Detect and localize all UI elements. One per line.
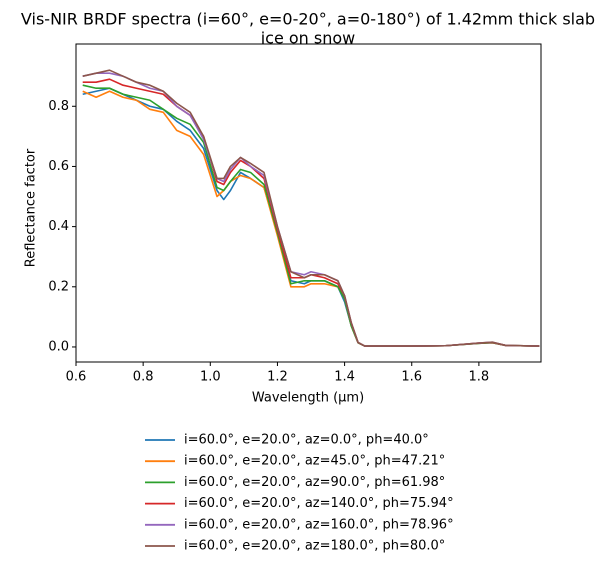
- data-line: [82, 87, 540, 347]
- data-line: [82, 84, 540, 347]
- y-axis-label: Reflectance factor: [24, 148, 39, 267]
- chart-title: ice on snow: [261, 29, 356, 48]
- x-tick-label: 1.4: [334, 370, 355, 385]
- y-tick-label: 0.2: [48, 279, 69, 294]
- legend-label: i=60.0°, e=20.0°, az=140.0°, ph=75.94°: [184, 496, 454, 511]
- x-tick-label: 1.0: [200, 370, 221, 385]
- y-tick-label: 0.4: [48, 219, 69, 234]
- legend-label: i=60.0°, e=20.0°, az=160.0°, ph=78.96°: [184, 517, 454, 532]
- plot-frame: [75, 43, 542, 363]
- legend-label: i=60.0°, e=20.0°, az=90.0°, ph=61.98°: [184, 475, 445, 490]
- x-axis-label: Wavelength (μm): [252, 391, 364, 406]
- data-line: [82, 90, 540, 347]
- y-tick-label: 0.0: [48, 339, 69, 354]
- data-line: [82, 78, 540, 347]
- data-line: [82, 69, 540, 347]
- y-tick-label: 0.6: [48, 159, 69, 174]
- x-tick-label: 0.8: [133, 370, 154, 385]
- legend-label: i=60.0°, e=20.0°, az=0.0°, ph=40.0°: [184, 433, 429, 448]
- x-tick-label: 1.6: [401, 370, 422, 385]
- data-line: [82, 72, 540, 347]
- x-tick-label: 1.8: [469, 370, 490, 385]
- chart-title: Vis-NIR BRDF spectra (i=60°, e=0-20°, a=…: [21, 10, 595, 29]
- legend-label: i=60.0°, e=20.0°, az=45.0°, ph=47.21°: [184, 454, 445, 469]
- y-tick-label: 0.8: [48, 99, 69, 114]
- legend-label: i=60.0°, e=20.0°, az=180.0°, ph=80.0°: [184, 539, 445, 554]
- x-tick-label: 0.6: [66, 370, 87, 385]
- x-tick-label: 1.2: [267, 370, 288, 385]
